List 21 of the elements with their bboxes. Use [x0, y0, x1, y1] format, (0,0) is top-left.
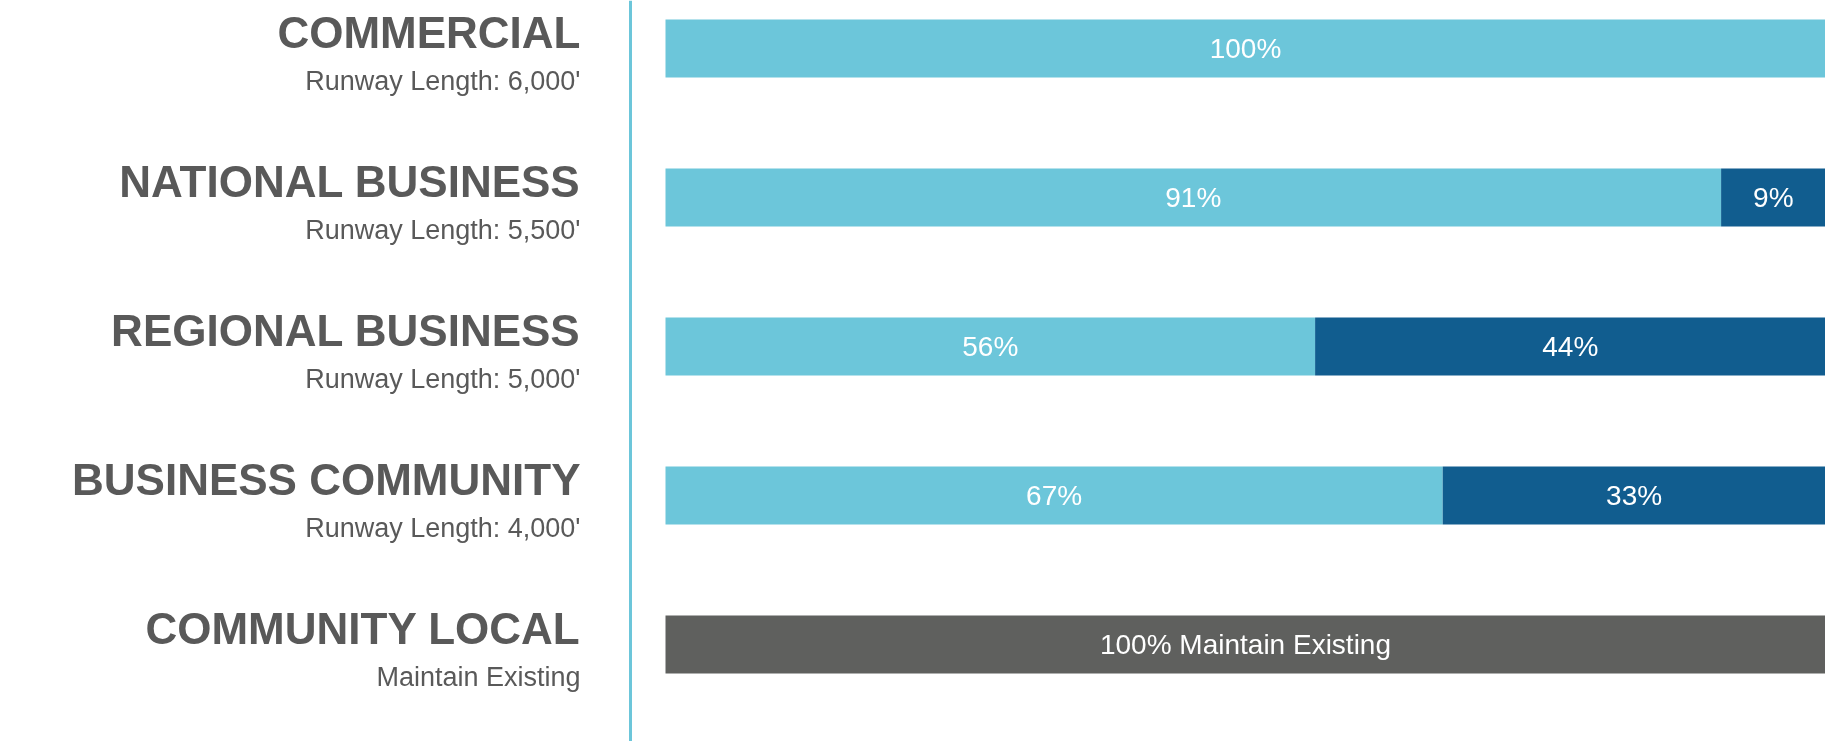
bar: [1721, 168, 1825, 227]
data-label: 33%: [1606, 480, 1663, 511]
bar: [665, 317, 1316, 376]
data-label: 44%: [1542, 331, 1599, 362]
bar: [665, 168, 1722, 227]
data-label: 91%: [1165, 182, 1222, 213]
data-label: 100% Maintain Existing: [1099, 629, 1392, 660]
data-label: 56%: [962, 331, 1019, 362]
data-label: 67%: [1026, 480, 1083, 511]
y-tick-label: REGIONAL BUSINESS Runway Length: 5,000': [111, 306, 581, 394]
bar: [1315, 317, 1825, 376]
bar: [665, 466, 1443, 525]
bar: [1442, 466, 1825, 525]
bar: [665, 615, 1825, 674]
bar: [665, 19, 1825, 78]
data-label: 100%: [1209, 33, 1282, 64]
y-tick-label: BUSINESS COMMUNITY Runway Length: 4,000': [72, 455, 581, 543]
y-tick-label: COMMUNITY LOCAL Maintain Existing: [145, 604, 581, 692]
data-label: 9%: [1753, 182, 1794, 213]
y-tick-label: COMMERCIAL Runway Length: 6,000': [277, 8, 581, 96]
y-tick-label: NATIONAL BUSINESS Runway Length: 5,500': [119, 157, 581, 245]
